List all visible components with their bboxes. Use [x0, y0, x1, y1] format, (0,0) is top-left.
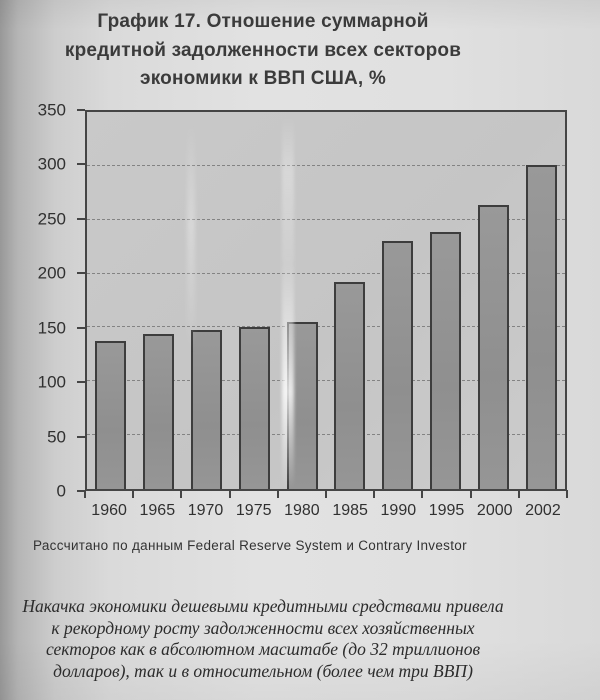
caption-line-2: к рекордному росту задолженности всех хо…	[51, 617, 475, 638]
bar-cell-1965	[135, 112, 183, 489]
x-tick-mark	[132, 490, 135, 498]
y-tick-label-250: 250	[37, 209, 66, 229]
y-axis: 0 50 100 150 200 250 300 350	[0, 102, 85, 500]
page-caption: Накачка экономики дешевыми кредитными ср…	[2, 596, 524, 682]
x-tick-mark	[421, 490, 424, 498]
y-tick-mark	[77, 490, 85, 492]
caption-line-3: секторов как в абсолютном масштабе (до 3…	[45, 639, 481, 659]
gridline-200	[87, 272, 565, 274]
gridline-250	[87, 218, 565, 220]
chart-title: График 17. Отношение суммарной кредитной…	[2, 8, 524, 94]
bar-1960	[95, 341, 127, 489]
x-tick-label-1970: 1970	[187, 502, 224, 519]
bar-2000	[477, 204, 509, 489]
x-tick-label-1960: 1960	[91, 502, 127, 519]
x-tick-mark	[566, 490, 568, 498]
x-tick-label-2000: 2000	[476, 502, 513, 519]
y-tick-label-200: 200	[37, 263, 66, 283]
x-tick-label-2002: 2002	[525, 502, 561, 519]
x-tick-label-1990: 1990	[380, 502, 417, 519]
chart-title-line-3: экономики к ВВП США, %	[140, 68, 386, 89]
bar-cell-1995	[422, 112, 470, 489]
y-tick-mark	[77, 163, 85, 166]
x-tick-label-1985: 1985	[332, 502, 368, 519]
x-tick-mark	[517, 490, 520, 498]
x-tick-mark	[373, 490, 376, 498]
y-tick-label-150: 150	[37, 318, 66, 338]
y-tick-mark	[77, 109, 85, 111]
caption-line-4: долларов), так и в относительном (более …	[53, 660, 473, 681]
bar-cell-2002	[517, 112, 565, 489]
y-tick-mark	[77, 381, 85, 384]
x-axis-ticks	[84, 490, 568, 498]
bar-1995	[429, 231, 461, 489]
caption-line-1: Накачка экономики дешевыми кредитными ср…	[22, 596, 504, 616]
gridline-300	[87, 164, 565, 166]
gridline-150	[87, 326, 565, 328]
x-tick-mark	[469, 490, 472, 498]
y-tick-mark	[77, 435, 85, 438]
y-tick-label-0: 0	[56, 481, 66, 501]
bar-cell-1960	[87, 112, 135, 489]
x-tick-label-1975: 1975	[235, 502, 272, 519]
bar-1970	[190, 329, 222, 489]
bar-cell-1985	[326, 112, 374, 489]
y-tick-label-350: 350	[37, 100, 66, 120]
y-tick-mark	[77, 217, 85, 220]
gridline-50	[87, 434, 565, 436]
y-tick-mark	[77, 326, 85, 329]
x-tick-label-1980: 1980	[284, 502, 320, 519]
bar-2002	[525, 164, 557, 489]
bar-1965	[143, 333, 175, 489]
x-tick-label-1965: 1965	[139, 502, 176, 519]
x-tick-mark	[180, 490, 183, 498]
x-tick-label-1995: 1995	[428, 502, 465, 519]
bar-cell-2000	[469, 112, 517, 489]
source-note: Рассчитано по данным Federal Reserve Sys…	[33, 538, 467, 553]
y-tick-label-100: 100	[37, 372, 66, 392]
chart-title-line-2: кредитной задолженности всех секторов	[64, 39, 462, 61]
chart-title-line-1: График 17. Отношение суммарной	[97, 11, 429, 32]
x-tick-mark	[325, 490, 327, 498]
bar-cell-1975	[230, 112, 278, 489]
gridline-100	[87, 380, 565, 382]
y-tick-label-300: 300	[37, 154, 66, 174]
bar-cell-1990	[374, 112, 422, 489]
bar-1980	[286, 322, 318, 489]
bar-cell-1980	[278, 112, 326, 489]
y-tick-mark	[77, 272, 85, 275]
bar-1985	[334, 282, 366, 489]
x-tick-mark	[228, 490, 231, 498]
plot-area	[85, 110, 567, 491]
y-tick-label-50: 50	[47, 427, 66, 447]
x-tick-mark	[276, 490, 279, 498]
bar-1975	[238, 327, 270, 489]
x-tick-mark	[84, 490, 86, 498]
bar-1990	[382, 241, 414, 489]
bar-cell-1970	[183, 112, 231, 489]
bar-series	[87, 112, 565, 489]
x-axis-labels: 1960 1965 1970 1975 1980 1985 1990 1995 2000 2002	[85, 502, 567, 520]
